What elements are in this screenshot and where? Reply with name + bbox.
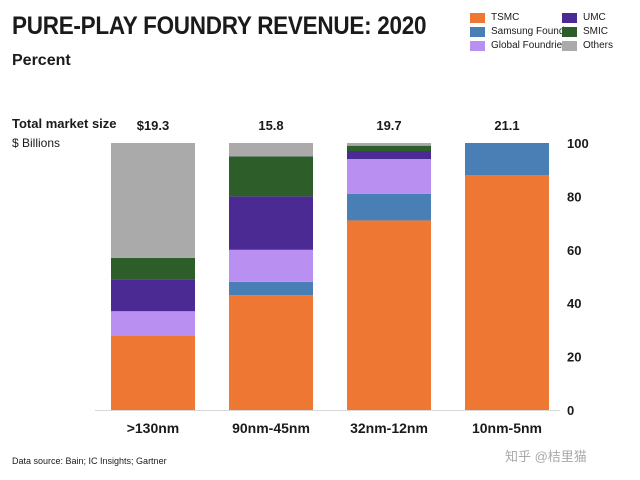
market-size-value-130nm: $19.3: [137, 118, 170, 133]
bar-segment-smic-130nm: [111, 257, 195, 280]
legend-label-globalfoundries: Global Foundries: [491, 40, 568, 51]
legend-item-globalfoundries: Global Foundries: [470, 40, 567, 51]
x-tick-label-90nm-45nm: 90nm-45nm: [232, 420, 310, 436]
legend-label-tsmc: TSMC: [491, 12, 520, 23]
legend-label-smic: SMIC: [583, 26, 608, 37]
bar-segment-tsmc-90nm-45nm: [229, 295, 313, 410]
y-tick-label-40: 40: [567, 296, 581, 311]
y-tick-label-80: 80: [567, 189, 581, 204]
market-size-value-90nm-45nm: 15.8: [258, 118, 283, 133]
bar-segment-global-foundries-32nm-12nm: [347, 159, 431, 194]
bar-segment-smic-90nm-45nm: [229, 156, 313, 197]
chart-subtitle: Percent: [12, 52, 71, 69]
bar-segment-umc-32nm-12nm: [347, 151, 431, 160]
watermark: 知乎 @桔里猫: [505, 449, 587, 464]
x-tick-label-32nm-12nm: 32nm-12nm: [350, 420, 428, 436]
bar-segment-umc-90nm-45nm: [229, 196, 313, 250]
bar-segment-umc-130nm: [111, 279, 195, 312]
x-tick-label-130nm: >130nm: [127, 420, 180, 436]
legend-swatch-samsung: [470, 26, 485, 37]
bar-segment-samsung-foundry-10nm-5nm: [465, 143, 549, 176]
legend-label-umc: UMC: [583, 12, 606, 23]
market-size-unit: $ Billions: [12, 136, 61, 150]
legend-item-others: Others: [562, 40, 638, 51]
legend-item-tsmc: TSMC: [470, 12, 562, 23]
bar-segment-smic-32nm-12nm: [347, 145, 431, 152]
chart-title: PURE-PLAY FOUNDRY REVENUE: 2020: [12, 12, 427, 40]
legend-item-umc: UMC: [562, 12, 638, 23]
x-tick-label-10nm-5nm: 10nm-5nm: [472, 420, 542, 436]
bar-segment-global-foundries-90nm-45nm: [229, 249, 313, 282]
data-source-note: Data source: Bain; IC Insights; Gartner: [12, 456, 167, 466]
market-size-label: Total market size: [12, 116, 117, 131]
legend-item-smic: SMIC: [562, 26, 638, 37]
bar-segment-samsung-foundry-90nm-45nm: [229, 281, 313, 296]
legend-swatch-tsmc: [470, 12, 485, 23]
bar-segment-others-32nm-12nm: [347, 143, 431, 146]
bar-segment-tsmc-10nm-5nm: [465, 175, 549, 410]
legend-swatch-globalfoundries: [470, 40, 485, 51]
legend-label-samsung: Samsung Foundry: [491, 26, 573, 37]
y-tick-label-60: 60: [567, 243, 581, 258]
bar-segment-global-foundries-130nm: [111, 311, 195, 336]
legend-swatch-smic: [562, 26, 577, 37]
legend-swatch-umc: [562, 12, 577, 23]
legend-swatch-others: [562, 40, 577, 51]
market-size-value-32nm-12nm: 19.7: [376, 118, 401, 133]
bar-segment-others-90nm-45nm: [229, 143, 313, 157]
y-tick-label-100: 100: [567, 136, 589, 151]
market-size-value-10nm-5nm: 21.1: [494, 118, 519, 133]
bar-segment-tsmc-130nm: [111, 335, 195, 410]
legend: TSMC UMC Samsung Foundry SMIC Global Fou…: [470, 12, 638, 51]
legend-label-others: Others: [583, 40, 614, 51]
bar-segment-samsung-foundry-32nm-12nm: [347, 193, 431, 221]
y-tick-label-20: 20: [567, 350, 581, 365]
legend-item-samsung: Samsung Foundry: [470, 26, 573, 37]
bar-segment-others-130nm: [111, 143, 195, 258]
y-tick-label-0: 0: [567, 403, 574, 418]
bar-segment-tsmc-32nm-12nm: [347, 220, 431, 410]
